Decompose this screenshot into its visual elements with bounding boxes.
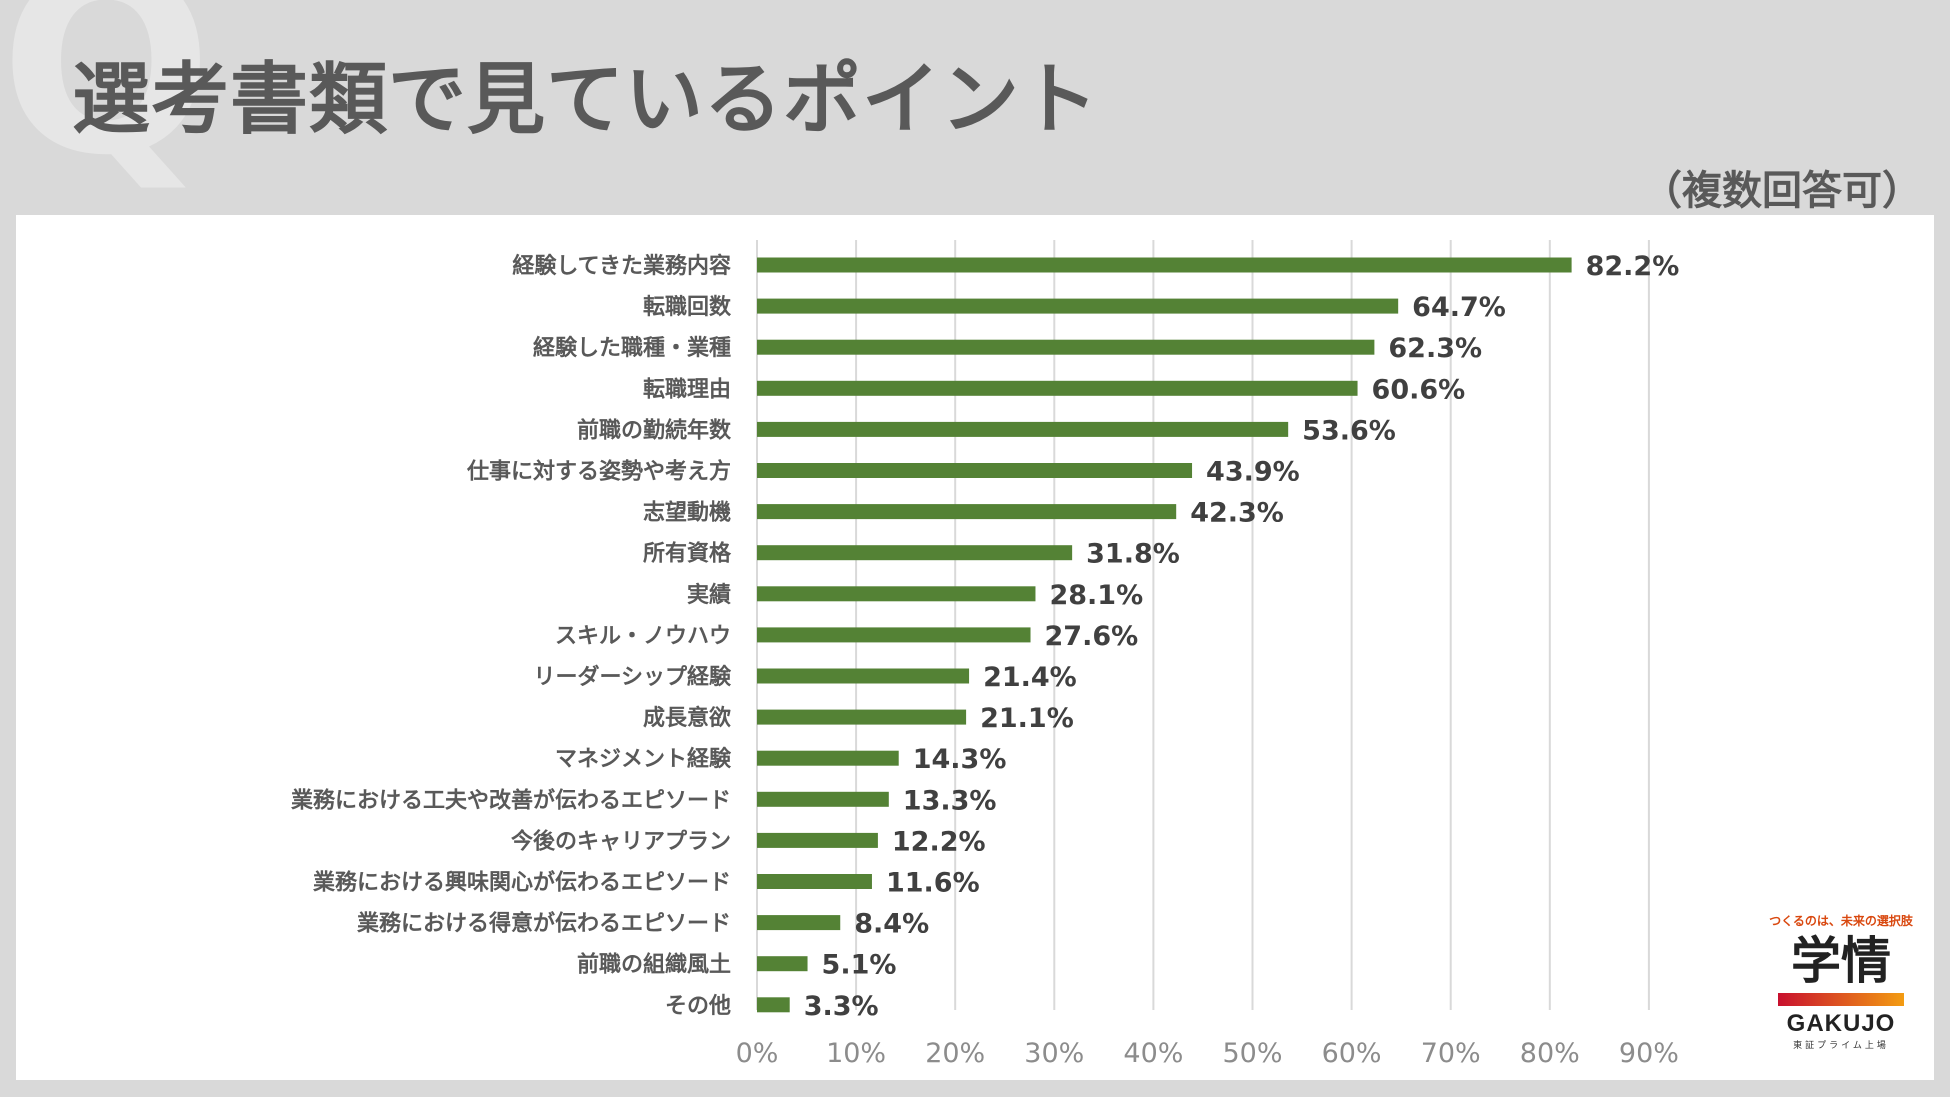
category-label: その他 [665,994,731,1019]
x-tick-label: 0% [736,1038,779,1069]
logo-subtext: 東証プライム上場 [1793,1040,1889,1051]
bar [757,421,1289,437]
x-tick-label: 60% [1322,1038,1382,1069]
x-tick-label: 40% [1123,1038,1183,1069]
bar [757,257,1572,273]
data-label: 82.2% [1586,251,1680,282]
data-label: 21.1% [980,703,1074,734]
category-label: 今後のキャリアプラン [511,828,731,854]
multiple-answer-note: （複数回答可） [1642,168,1922,214]
data-label: 3.3% [804,991,879,1022]
x-tick-label: 30% [1024,1038,1084,1069]
category-label: 前職の組織風土 [577,952,731,978]
gakujo-logo: つくるのは、未来の選択肢 学情 GAKUJO 東証プライム上場 [1760,912,1922,1051]
bar [757,668,970,684]
data-label: 13.3% [903,785,997,816]
category-label: マネジメント経験 [555,746,732,772]
category-label: 転職回数 [643,294,732,320]
x-tick-label: 20% [925,1038,985,1069]
data-label: 62.3% [1388,333,1482,364]
x-tick-label: 50% [1222,1038,1282,1069]
data-label: 12.2% [892,826,986,857]
data-label: 53.6% [1302,415,1396,446]
bar-chart: 0% 10% 20% 30% 40% 50% 60% 70% 80% 90% 経験してきた業務内容 8… [291,240,1680,1069]
data-label: 43.9% [1206,457,1300,488]
bar [757,915,841,931]
data-label: 31.8% [1086,539,1180,570]
x-tick-label: 10% [826,1038,886,1069]
data-label: 14.3% [913,744,1007,775]
x-tick-label: 80% [1520,1038,1580,1069]
bar [757,298,1399,314]
logo-tagline: つくるのは、未来の選択肢 [1769,914,1913,928]
category-label: 志望動機 [643,501,731,526]
bar [757,586,1036,602]
bar [757,997,790,1013]
bar [757,463,1193,478]
logo-kanji: 学情 [1791,932,1891,990]
data-label: 60.6% [1372,374,1466,405]
bar [757,627,1031,643]
x-tick-label: 90% [1619,1038,1679,1069]
data-label: 11.6% [886,868,980,899]
bar [757,504,1177,520]
decorative-q-letter: Q [0,0,213,210]
bar [757,791,889,807]
data-label: 21.4% [983,662,1077,693]
data-label: 27.6% [1045,621,1139,652]
category-label: 経験した職種・業種 [533,335,731,361]
bar [757,545,1073,561]
bar [757,832,878,848]
page-title: 選考書類で見ているポイント [72,55,1100,145]
chart-panel [16,215,1934,1080]
category-label: 業務における工夫や改善が伝わるエピソード [291,787,731,813]
bar [757,874,872,889]
data-label: 42.3% [1190,498,1284,529]
category-label: 前職の勤続年数 [577,417,732,443]
category-label: 経験してきた業務内容 [512,253,731,279]
category-label: 業務における興味関心が伝わるエピソード [313,870,731,896]
x-tick-label: 70% [1421,1038,1481,1069]
bar [757,750,899,766]
category-label: 実績 [687,582,731,608]
data-label: 64.7% [1412,292,1506,323]
category-label: 仕事に対する姿勢や考え方 [466,459,731,485]
bar [757,380,1358,396]
category-label: 転職理由 [643,376,731,402]
logo-color-bar [1778,992,1904,1006]
bar [757,339,1375,355]
data-label: 8.4% [854,909,929,940]
category-label: 所有資格 [643,541,732,567]
category-label: 成長意欲 [643,705,731,731]
category-label: 業務における得意が伝わるエピソード [357,911,731,937]
bar [757,709,967,725]
category-label: リーダーシップ経験 [533,664,732,690]
bar [757,956,808,972]
logo-english: GAKUJO [1786,1009,1896,1037]
data-label: 5.1% [822,950,897,981]
category-label: スキル・ノウハウ [555,624,731,649]
data-label: 28.1% [1049,580,1143,611]
